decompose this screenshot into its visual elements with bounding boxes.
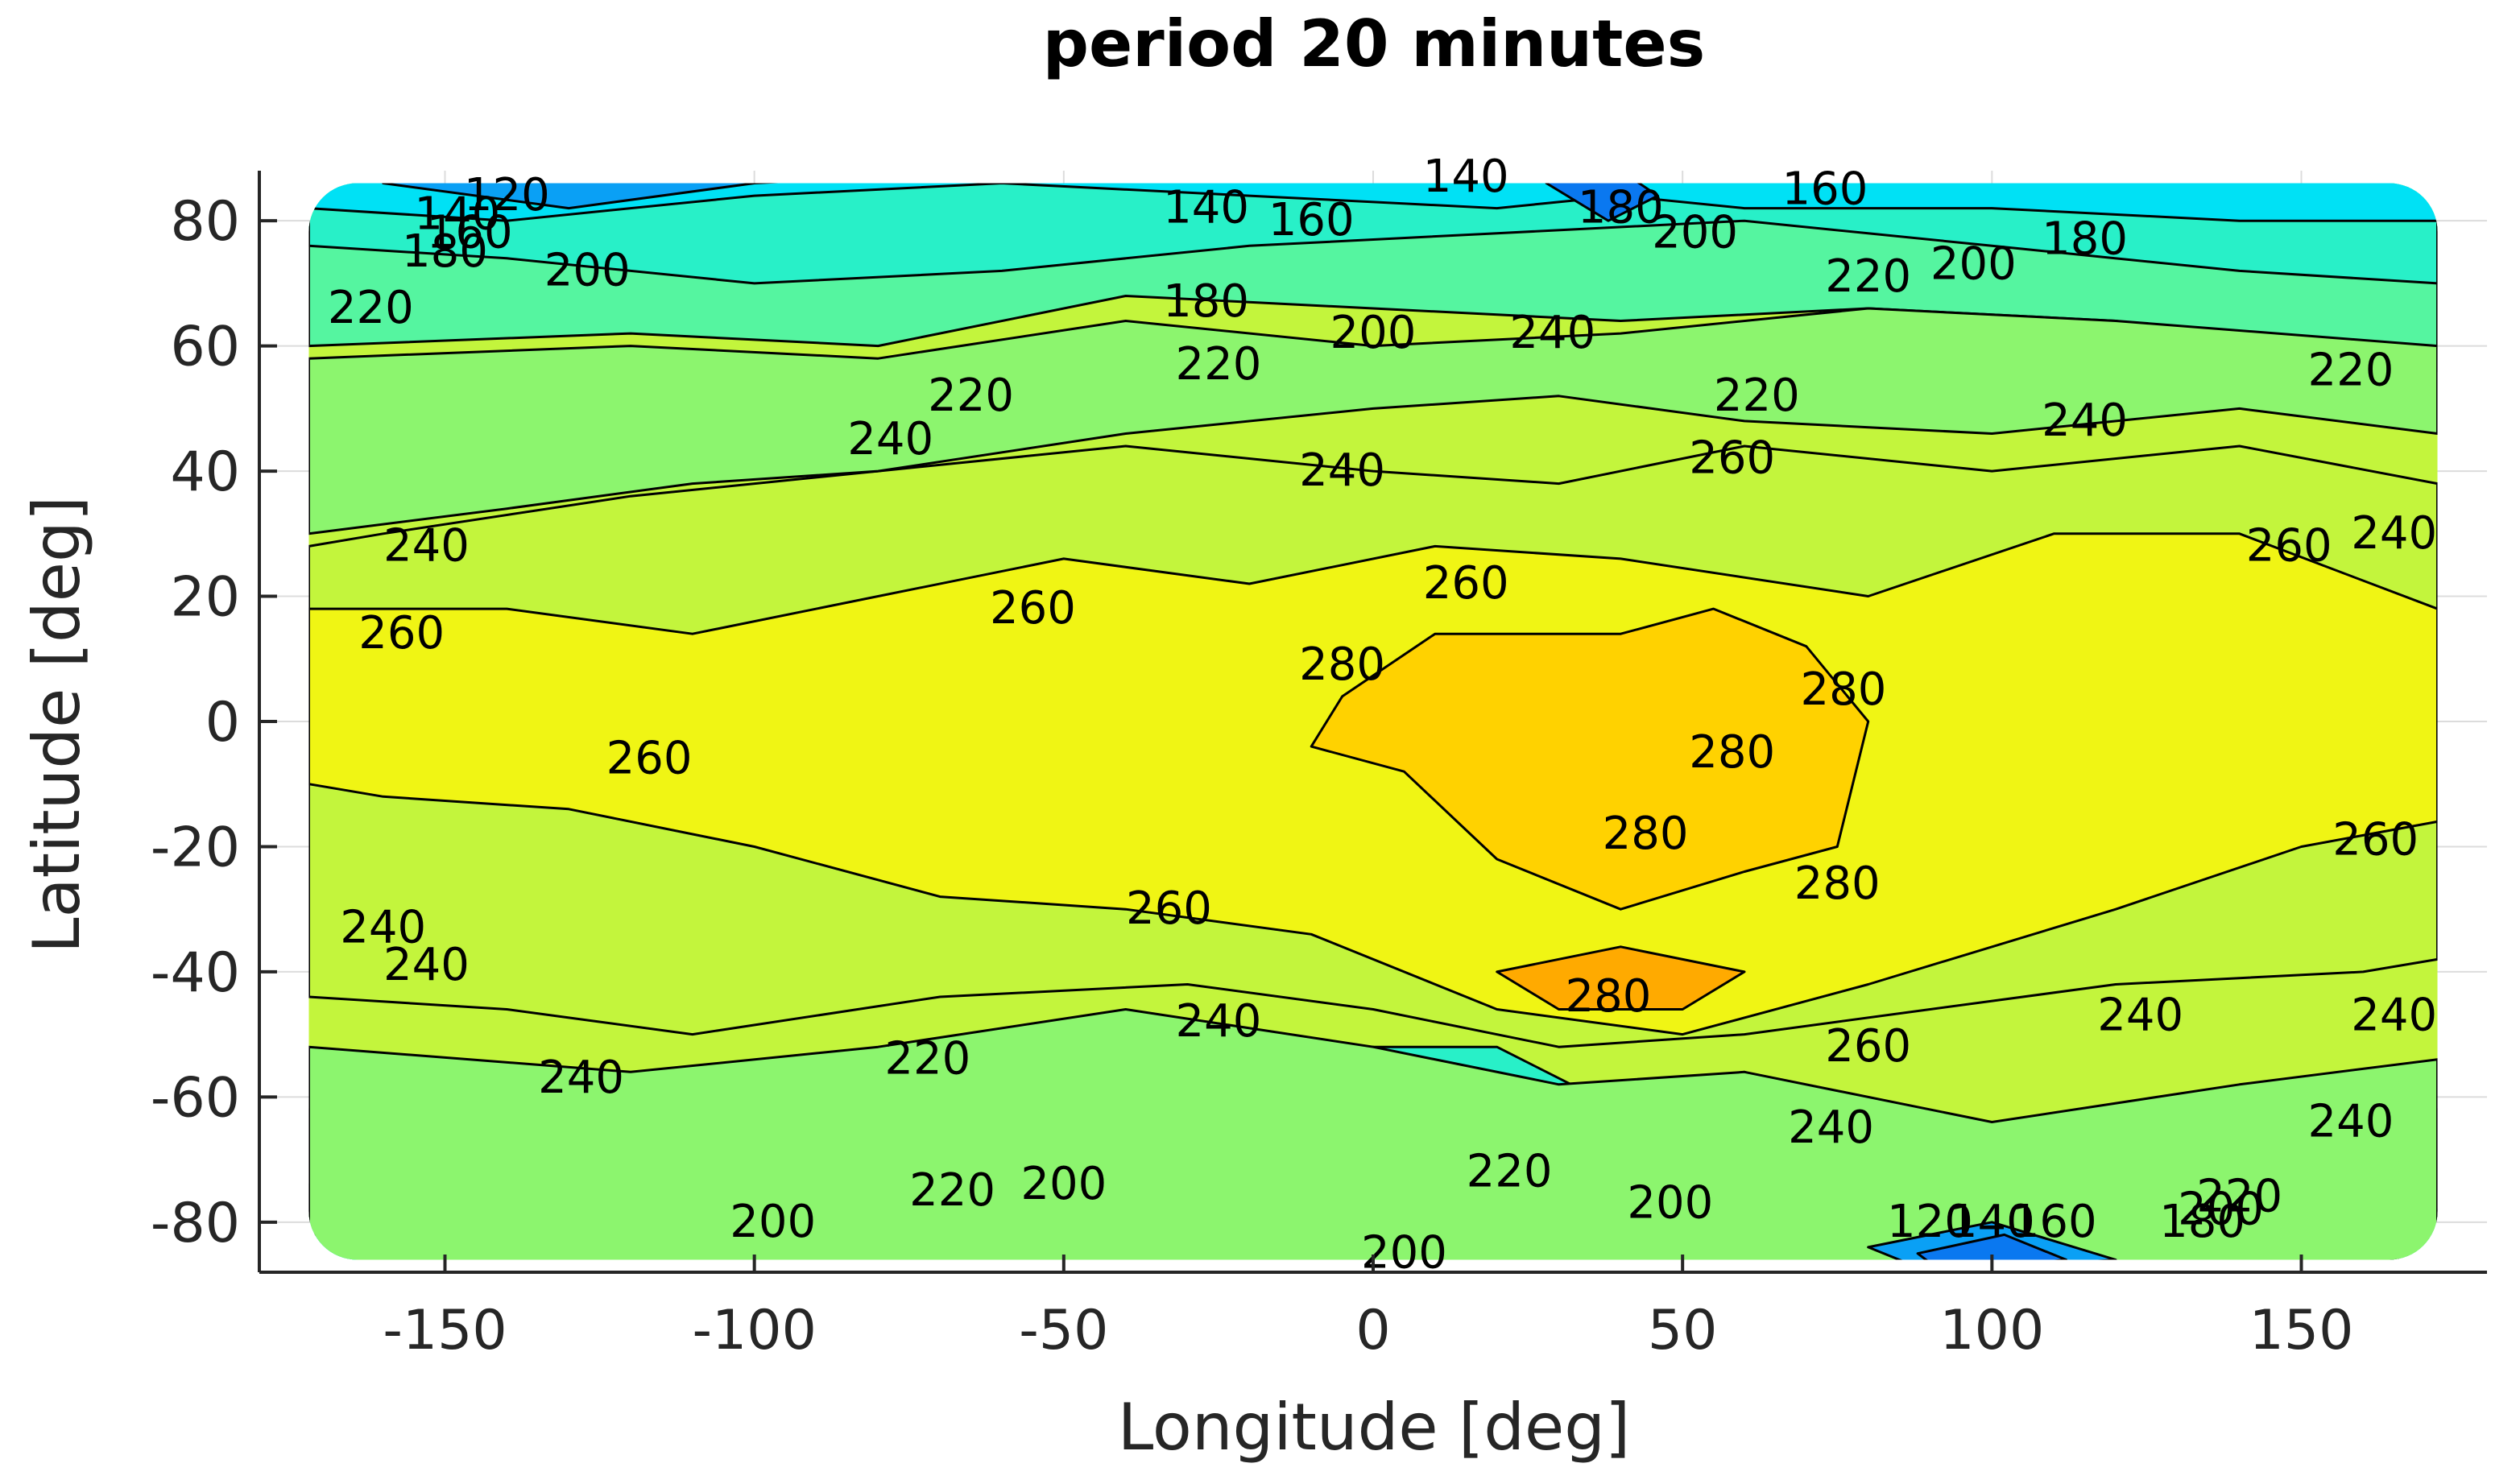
contour-label-23: 240 <box>2042 395 2128 447</box>
contour-label-41: 240 <box>383 939 470 991</box>
contour-label-17: 220 <box>1175 338 1261 391</box>
x-tick-label-50: 50 <box>1648 1299 1718 1362</box>
contour-label-47: 240 <box>2351 989 2437 1041</box>
contour-label-9: 160 <box>1781 163 1868 215</box>
contour-label-12: 180 <box>2042 213 2128 266</box>
x-tick-label-0: 0 <box>1355 1299 1390 1362</box>
contour-label-1: 140 <box>414 188 500 240</box>
contour-region-220-15 <box>308 307 2438 535</box>
contour-region-280-6 <box>1310 607 1870 911</box>
contour-label-55: 200 <box>730 1196 816 1248</box>
contour-region-290-7 <box>1496 945 1746 1011</box>
contour-label-19: 220 <box>928 370 1014 422</box>
contour-label-10: 180 <box>1578 182 1664 234</box>
x-tick-label--150: -150 <box>383 1299 507 1362</box>
contour-label-52: 220 <box>909 1164 995 1217</box>
contour-label-46: 240 <box>2097 989 2183 1041</box>
contour-label-11: 200 <box>1652 207 1738 259</box>
contour-label-16: 200 <box>1330 307 1417 359</box>
chart-title: period 20 minutes <box>1043 6 1705 81</box>
y-tick-label-60: 60 <box>170 316 240 379</box>
contour-region-220-3 <box>308 1008 2438 1260</box>
axes: -150 -100 -50 0 50 100 150806040200-20-40-60-8… <box>151 171 2487 1362</box>
x-tick-label--50: -50 <box>1019 1299 1108 1362</box>
contour-label-44: 220 <box>884 1033 970 1085</box>
contour-label-34: 260 <box>606 733 693 785</box>
y-axis-label: Latitude [deg] <box>19 496 94 953</box>
contour-label-20: 240 <box>847 413 933 465</box>
contour-label-18: 240 <box>1509 307 1595 359</box>
contour-label-28: 240 <box>2351 507 2437 560</box>
contour-label-32: 280 <box>1299 639 1385 691</box>
contour-label-22: 260 <box>1689 432 1775 485</box>
contour-region-120-14 <box>1916 1233 2067 1260</box>
contour-label-53: 200 <box>1020 1158 1107 1210</box>
contour-label-0: 120 <box>464 169 550 221</box>
contour-label-58: 140 <box>1949 1196 2035 1248</box>
y-tick-label-80: 80 <box>170 190 240 254</box>
contour-label-48: 240 <box>538 1052 624 1104</box>
x-tick-label-150: 150 <box>2249 1299 2354 1362</box>
y-tick-label-20: 20 <box>170 566 240 630</box>
contour-label-62: 220 <box>2196 1171 2282 1223</box>
contour-region-120-12 <box>1545 183 1659 222</box>
contour-label-36: 280 <box>1603 808 1689 860</box>
contour-label-30: 260 <box>990 582 1076 635</box>
contour-label-56: 200 <box>1361 1227 1447 1279</box>
contour-label-60: 180 <box>2159 1196 2245 1248</box>
contour-label-7: 140 <box>1163 182 1249 234</box>
contour-label-3: 180 <box>402 225 488 278</box>
contour-region-160-10 <box>308 183 2438 222</box>
contour-label-27: 260 <box>2246 519 2332 572</box>
contour-label-8: 160 <box>1268 194 1355 246</box>
contour-label-37: 280 <box>1794 858 1881 910</box>
contour-label-2: 160 <box>427 207 513 259</box>
contour-label-49: 240 <box>1788 1102 1874 1154</box>
y-tick-label-40: 40 <box>170 440 240 504</box>
x-tick-label-100: 100 <box>1939 1299 2044 1362</box>
y-tick-label--20: -20 <box>151 816 240 879</box>
contour-label-31: 260 <box>1423 557 1509 610</box>
contour-region-140-11 <box>382 183 1003 210</box>
x-axis-label: Longitude [deg] <box>1118 1390 1631 1465</box>
contour-label-5: 220 <box>328 282 414 334</box>
contour-label-14: 220 <box>1825 250 1911 303</box>
plot-area <box>308 183 2438 1260</box>
contour-label-54: 200 <box>1627 1177 1713 1230</box>
y-tick-label-0: 0 <box>205 691 240 754</box>
contour-label-50: 240 <box>2308 1095 2394 1147</box>
contour-label-40: 240 <box>340 902 426 954</box>
contour-label-59: 160 <box>2011 1196 2097 1248</box>
contour-label-38: 260 <box>2332 814 2419 866</box>
contour-label-43: 240 <box>1175 995 1261 1048</box>
contour-label-15: 180 <box>1163 275 1249 328</box>
contour-label-21: 220 <box>1714 370 1800 422</box>
contour-label-13: 200 <box>1930 238 2017 291</box>
contour-label-51: 220 <box>1467 1146 1553 1198</box>
contour-label-6: 140 <box>1423 151 1509 203</box>
contour-label-25: 240 <box>1299 444 1385 497</box>
x-tick-label--100: -100 <box>693 1299 817 1362</box>
y-tick-label--80: -80 <box>151 1192 240 1255</box>
contour-label-4: 200 <box>544 244 631 296</box>
contour-label-45: 260 <box>1825 1020 1911 1073</box>
contour-label-35: 280 <box>1689 726 1775 779</box>
y-tick-label--60: -60 <box>151 1066 240 1130</box>
y-tick-label--40: -40 <box>151 941 240 1005</box>
contour-label-39: 260 <box>1126 883 1212 935</box>
contour-label-57: 120 <box>1887 1196 1973 1248</box>
contour-label-29: 260 <box>358 607 445 659</box>
contour-region-260-5 <box>308 532 2438 1036</box>
contour-label-24: 220 <box>2308 345 2394 397</box>
contour-label-26: 240 <box>383 519 470 572</box>
contour-label-33: 280 <box>1800 663 1886 716</box>
contour-label-42: 280 <box>1566 970 1652 1023</box>
contour-label-61: 200 <box>2178 1183 2264 1235</box>
